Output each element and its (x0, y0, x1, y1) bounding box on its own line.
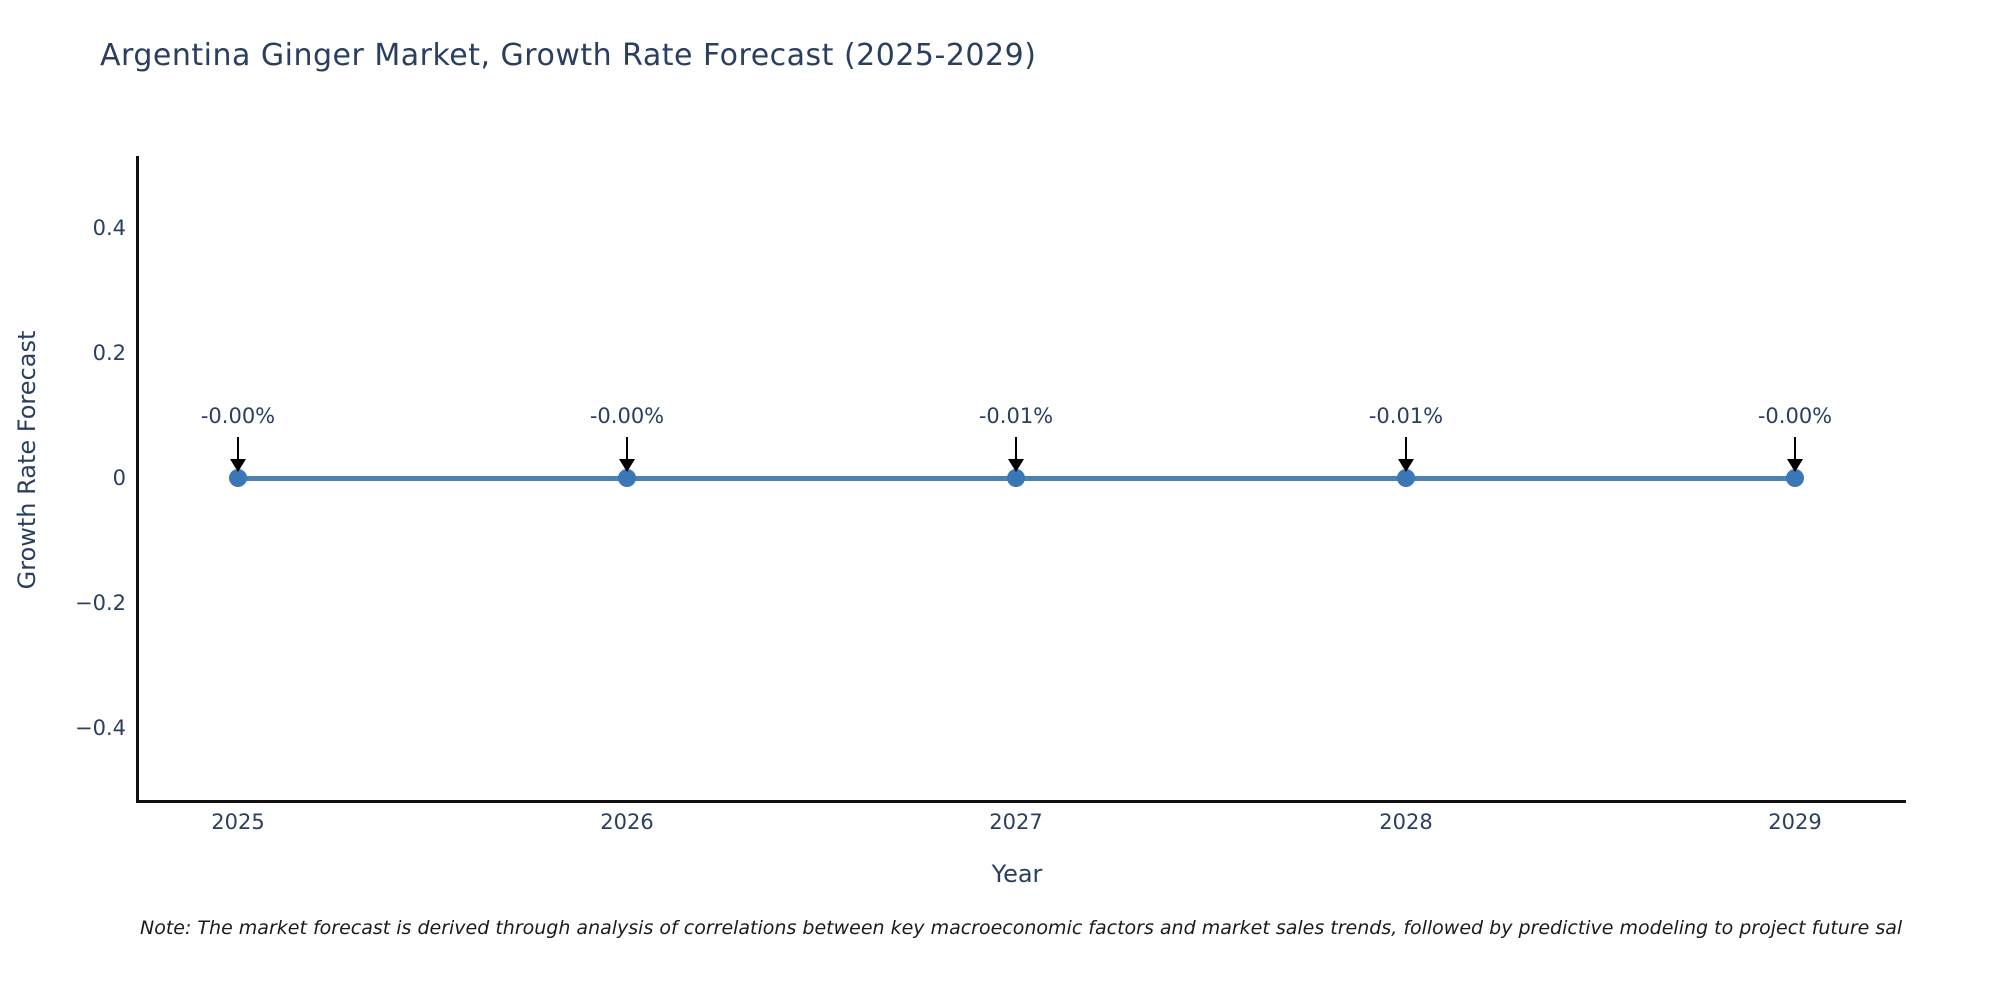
annotation-arrowhead-icon (230, 459, 246, 472)
annotation-arrow (1015, 437, 1017, 461)
x-tick-label: 2026 (600, 810, 654, 834)
x-tick-label: 2025 (211, 810, 265, 834)
x-tick-label: 2027 (989, 810, 1043, 834)
data-point-2025[interactable] (229, 469, 247, 487)
y-axis-title: Growth Rate Forecast (13, 330, 41, 590)
data-point-2026[interactable] (618, 469, 636, 487)
annotation-label: -0.01% (1368, 404, 1444, 428)
footnote: Note: The market forecast is derived thr… (140, 917, 1903, 939)
annotation-arrow (237, 437, 239, 461)
annotation-label: -0.01% (978, 404, 1054, 428)
y-tick-label: −0.4 (75, 716, 126, 740)
data-point-2028[interactable] (1397, 469, 1415, 487)
annotation-label: -0.00% (200, 404, 276, 428)
x-axis-title: Year (991, 860, 1043, 888)
annotation-arrowhead-icon (1008, 459, 1024, 472)
x-tick-label: 2029 (1768, 810, 1822, 834)
annotation-arrowhead-icon (1787, 459, 1803, 472)
annotation-arrow (1794, 437, 1796, 461)
data-point-2027[interactable] (1007, 469, 1025, 487)
y-tick-label: 0.4 (92, 216, 126, 240)
y-axis-line (136, 156, 139, 803)
y-tick-label: 0.2 (92, 341, 126, 365)
annotation-label: -0.00% (589, 404, 665, 428)
annotation-label: -0.00% (1757, 404, 1833, 428)
y-tick-label: −0.2 (75, 591, 126, 615)
annotation-arrowhead-icon (619, 459, 635, 472)
y-tick-label: 0 (112, 466, 126, 490)
x-tick-label: 2028 (1379, 810, 1433, 834)
annotation-arrowhead-icon (1398, 459, 1414, 472)
chart-title: Argentina Ginger Market, Growth Rate For… (100, 38, 1037, 73)
annotation-arrow (1405, 437, 1407, 461)
annotation-arrow (626, 437, 628, 461)
x-axis-line (136, 800, 1906, 803)
data-point-2029[interactable] (1786, 469, 1804, 487)
